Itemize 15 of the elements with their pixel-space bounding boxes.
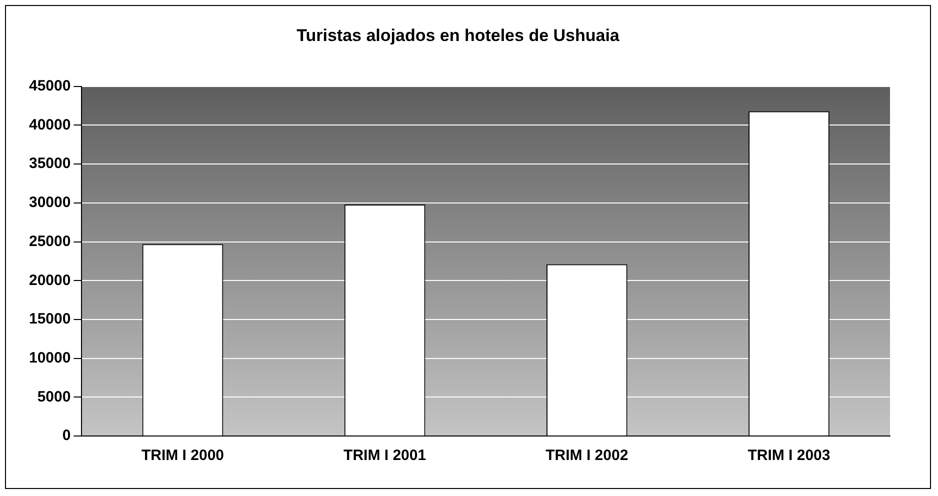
y-tick-label: 0 [62, 427, 71, 444]
y-tick-label: 15000 [28, 310, 71, 328]
chart-title: Turistas alojados en hoteles de Ushuaia [296, 26, 620, 45]
x-tick-label: TRIM I 2000 [141, 447, 224, 464]
y-tick-label: 10000 [28, 349, 71, 366]
x-tick-label: TRIM I 2003 [748, 447, 830, 464]
x-tick-label: TRIM I 2001 [344, 447, 426, 464]
y-tick-label: 45000 [28, 78, 71, 95]
y-tick-label: 35000 [28, 155, 71, 172]
x-tick-label: TRIM I 2002 [546, 447, 628, 464]
y-tick-label: 40000 [28, 116, 71, 134]
y-tick-label: 20000 [28, 272, 71, 289]
y-tick-label: 5000 [37, 388, 71, 406]
y-tick-label: 25000 [28, 232, 71, 250]
y-tick-label: 30000 [28, 194, 71, 212]
